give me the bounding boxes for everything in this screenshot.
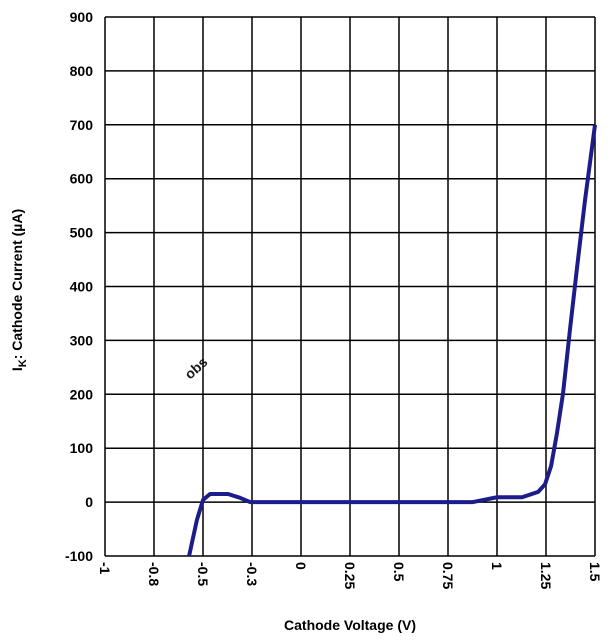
x-tick-label: 1.5 — [587, 562, 603, 582]
y-tick-label: 0 — [85, 494, 93, 510]
data-line — [187, 124, 597, 557]
y-tick-label: 300 — [70, 332, 94, 348]
y-tick-label: 700 — [70, 117, 94, 133]
watermark-layer: obs — [181, 354, 210, 383]
y-tick-label: -100 — [65, 548, 93, 564]
watermark: obs — [181, 354, 210, 383]
x-tick-label: 0.75 — [440, 562, 456, 589]
x-tick-label: -0.8 — [146, 562, 162, 586]
x-axis-title: Cathode Voltage (V) — [284, 617, 416, 633]
x-tick-label: 0 — [293, 562, 309, 570]
y-tick-label: 100 — [70, 440, 94, 456]
y-axis-title: IK: Cathode Current (µA) — [9, 209, 29, 371]
grid-layer — [104, 16, 596, 557]
x-tick-label: 1 — [489, 562, 505, 570]
x-tick-label: 1.25 — [538, 562, 554, 589]
x-tick-label: -0.3 — [244, 562, 260, 586]
x-tick-label: -0.5 — [195, 562, 211, 586]
y-axis-title-part: I — [9, 367, 25, 371]
x-tick-label: 0.25 — [342, 562, 358, 589]
y-axis-title-part: : Cathode Current (µA) — [9, 209, 25, 359]
y-tick-label: 500 — [70, 225, 94, 241]
y-tick-label: 200 — [70, 386, 94, 402]
x-tick-label: 0.5 — [391, 562, 407, 582]
y-tick-label: 400 — [70, 279, 94, 295]
y-axis-title-sub: K — [17, 359, 29, 367]
x-tick-label: -1 — [97, 562, 113, 575]
y-tick-label: 800 — [70, 63, 94, 79]
y-tick-label: 600 — [70, 171, 94, 187]
y-tick-label: 900 — [70, 9, 94, 25]
